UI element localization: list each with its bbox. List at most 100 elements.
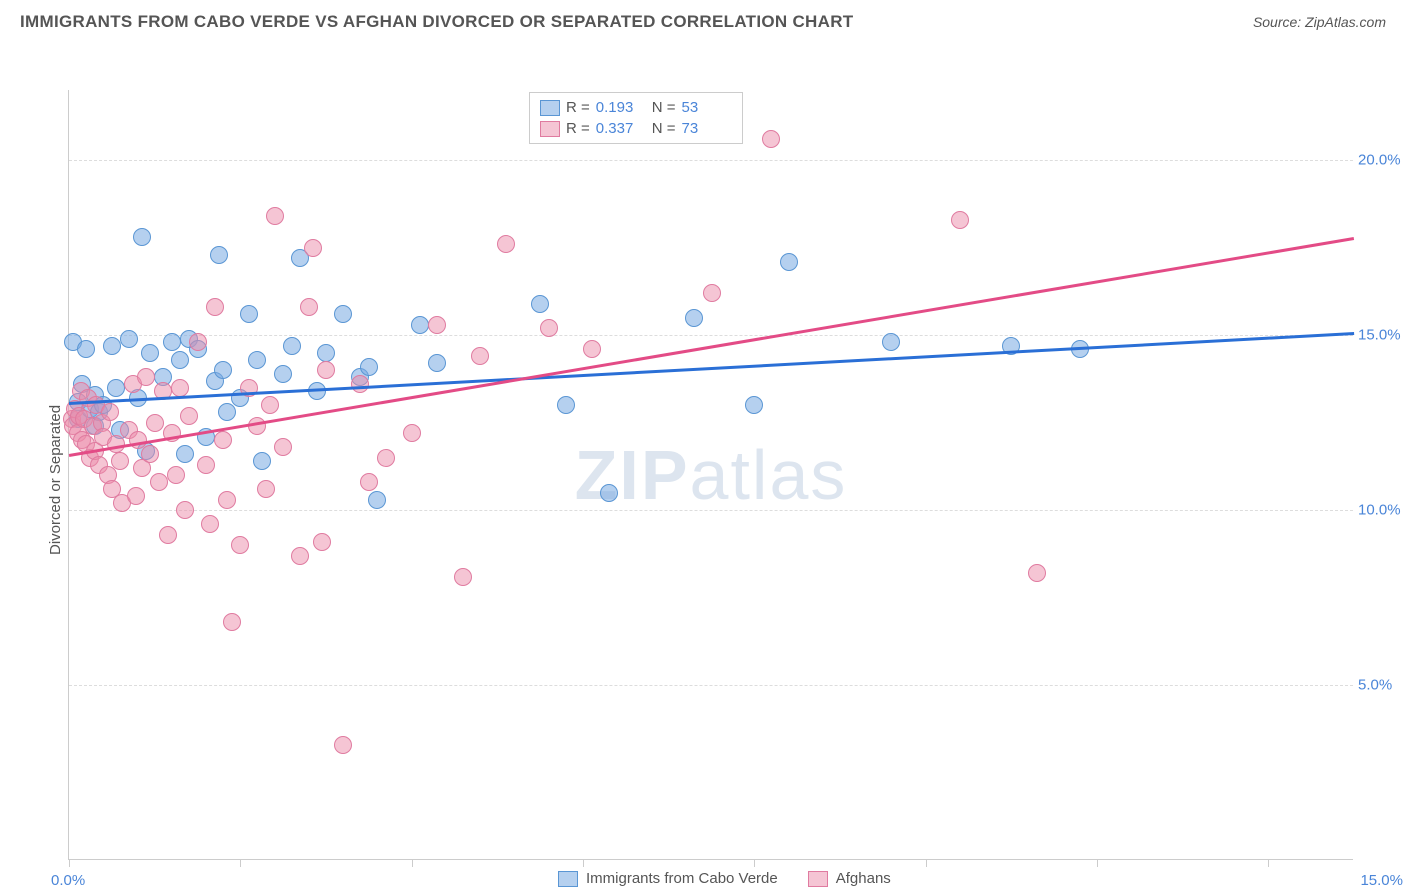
data-point-afghan — [141, 445, 159, 463]
data-point-afghan — [583, 340, 601, 358]
data-point-cabo — [557, 396, 575, 414]
legend-swatch — [540, 100, 560, 116]
gridline — [69, 510, 1353, 511]
chart-header: IMMIGRANTS FROM CABO VERDE VS AFGHAN DIV… — [0, 0, 1406, 40]
data-point-afghan — [111, 452, 129, 470]
data-point-afghan — [266, 207, 284, 225]
data-point-cabo — [360, 358, 378, 376]
legend-item-cabo: Immigrants from Cabo Verde — [558, 870, 778, 887]
data-point-afghan — [159, 526, 177, 544]
data-point-afghan — [101, 403, 119, 421]
x-tick — [926, 859, 927, 867]
y-axis-title: Divorced or Separated — [47, 405, 64, 555]
source-name: ZipAtlas.com — [1305, 14, 1386, 30]
legend-r-label: R = — [566, 99, 590, 116]
legend-r-value: 0.337 — [596, 120, 646, 137]
source-label: Source: — [1253, 14, 1301, 30]
data-point-cabo — [745, 396, 763, 414]
x-tick-label: 0.0% — [51, 872, 85, 889]
y-tick-label: 15.0% — [1358, 327, 1406, 344]
data-point-afghan — [471, 347, 489, 365]
data-point-afghan — [176, 501, 194, 519]
data-point-cabo — [120, 330, 138, 348]
legend-stat-row: R = 0.193N = 53 — [540, 97, 732, 118]
legend-label: Afghans — [836, 870, 891, 887]
data-point-cabo — [218, 403, 236, 421]
data-point-afghan — [206, 298, 224, 316]
data-point-afghan — [274, 438, 292, 456]
data-point-cabo — [133, 228, 151, 246]
data-point-afghan — [167, 466, 185, 484]
data-point-afghan — [201, 515, 219, 533]
gridline — [69, 685, 1353, 686]
data-point-afghan — [300, 298, 318, 316]
gridline — [69, 335, 1353, 336]
data-point-afghan — [377, 449, 395, 467]
legend-n-value: 73 — [682, 120, 732, 137]
data-point-afghan — [137, 368, 155, 386]
data-point-afghan — [223, 613, 241, 631]
data-point-afghan — [218, 491, 236, 509]
legend-n-label: N = — [652, 120, 676, 137]
data-point-afghan — [107, 435, 125, 453]
data-point-cabo — [171, 351, 189, 369]
data-point-afghan — [150, 473, 168, 491]
data-point-cabo — [163, 333, 181, 351]
data-point-afghan — [291, 547, 309, 565]
data-point-afghan — [317, 361, 335, 379]
data-point-afghan — [146, 414, 164, 432]
legend-n-value: 53 — [682, 99, 732, 116]
data-point-afghan — [257, 480, 275, 498]
data-point-afghan — [171, 379, 189, 397]
data-point-cabo — [780, 253, 798, 271]
legend-stat-row: R = 0.337N = 73 — [540, 118, 732, 139]
data-point-afghan — [189, 333, 207, 351]
data-point-cabo — [283, 337, 301, 355]
data-point-cabo — [103, 337, 121, 355]
legend-swatch — [808, 871, 828, 887]
legend-swatch — [540, 121, 560, 137]
data-point-afghan — [180, 407, 198, 425]
legend-n-label: N = — [652, 99, 676, 116]
data-point-afghan — [951, 211, 969, 229]
data-point-afghan — [497, 235, 515, 253]
data-point-afghan — [428, 316, 446, 334]
trend-line-afghan — [69, 237, 1354, 456]
data-point-cabo — [210, 246, 228, 264]
data-point-afghan — [334, 736, 352, 754]
data-point-afghan — [214, 431, 232, 449]
legend-item-afghan: Afghans — [808, 870, 891, 887]
data-point-cabo — [141, 344, 159, 362]
data-point-afghan — [454, 568, 472, 586]
x-tick — [754, 859, 755, 867]
x-tick — [583, 859, 584, 867]
y-tick-label: 20.0% — [1358, 152, 1406, 169]
data-point-cabo — [240, 305, 258, 323]
data-point-cabo — [214, 361, 232, 379]
plot-area: ZIPatlas Divorced or Separated R = 0.193… — [68, 90, 1353, 860]
data-point-cabo — [411, 316, 429, 334]
data-point-afghan — [403, 424, 421, 442]
data-point-afghan — [540, 319, 558, 337]
data-point-afghan — [127, 487, 145, 505]
data-point-cabo — [317, 344, 335, 362]
data-point-afghan — [197, 456, 215, 474]
data-point-afghan — [703, 284, 721, 302]
data-point-afghan — [313, 533, 331, 551]
chart-title: IMMIGRANTS FROM CABO VERDE VS AFGHAN DIV… — [20, 12, 853, 32]
data-point-cabo — [253, 452, 271, 470]
chart-source: Source: ZipAtlas.com — [1253, 14, 1386, 30]
data-point-afghan — [261, 396, 279, 414]
data-point-cabo — [428, 354, 446, 372]
data-point-afghan — [351, 375, 369, 393]
data-point-cabo — [334, 305, 352, 323]
x-tick — [412, 859, 413, 867]
y-tick-label: 10.0% — [1358, 502, 1406, 519]
data-point-cabo — [107, 379, 125, 397]
data-point-afghan — [231, 536, 249, 554]
data-point-cabo — [882, 333, 900, 351]
data-point-cabo — [685, 309, 703, 327]
legend-label: Immigrants from Cabo Verde — [586, 870, 778, 887]
data-point-cabo — [274, 365, 292, 383]
trend-line-cabo — [69, 332, 1354, 404]
